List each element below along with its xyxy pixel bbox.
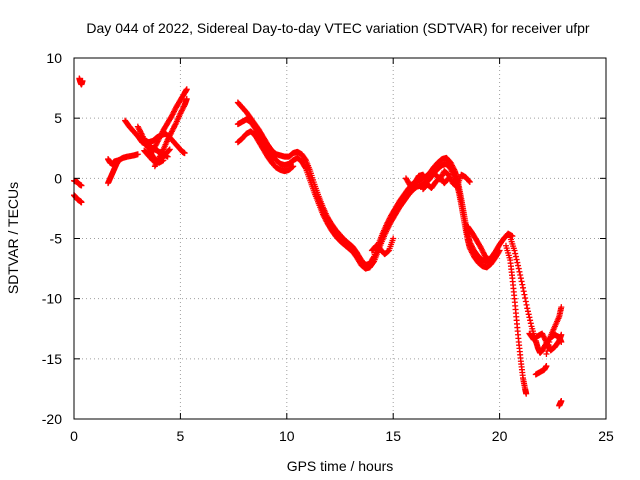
y-tick-label: -20 <box>42 411 62 427</box>
data-point <box>183 86 190 93</box>
data-point <box>543 351 550 358</box>
data-point <box>390 235 397 242</box>
data-point <box>526 314 533 321</box>
data-point <box>444 176 451 183</box>
data-point <box>527 320 534 327</box>
data-point <box>466 178 473 185</box>
data-point <box>523 390 530 397</box>
data-point <box>166 147 173 154</box>
data-point <box>290 163 297 170</box>
data-point <box>445 175 452 182</box>
data-point <box>520 284 527 291</box>
data-points <box>71 75 565 409</box>
data-point <box>544 348 551 355</box>
data-point <box>485 257 492 264</box>
data-point <box>522 295 529 302</box>
data-point <box>546 338 553 345</box>
data-point <box>527 317 534 324</box>
data-point <box>181 150 188 157</box>
data-point <box>543 363 550 370</box>
data-point <box>525 311 532 318</box>
data-point <box>511 247 518 254</box>
data-point <box>496 247 503 254</box>
data-point <box>78 199 85 206</box>
data-point <box>544 345 551 352</box>
data-point <box>558 397 565 404</box>
data-point <box>516 268 523 275</box>
data-point <box>78 182 85 189</box>
x-axis-label: GPS time / hours <box>287 458 394 474</box>
data-point <box>495 248 502 255</box>
data-point <box>517 275 524 282</box>
data-point <box>515 262 522 269</box>
y-tick-label: 0 <box>54 170 62 186</box>
data-point <box>546 335 553 342</box>
axis-ticks <box>73 57 607 420</box>
data-point <box>558 331 565 338</box>
data-point <box>518 278 525 285</box>
data-point <box>485 256 492 263</box>
data-point <box>523 301 530 308</box>
data-point <box>79 77 86 84</box>
data-point <box>524 305 531 312</box>
y-tick-label: -15 <box>42 351 62 367</box>
data-point <box>520 288 527 295</box>
x-tick-labels: 0 5 10 15 20 25 <box>70 428 614 444</box>
y-tick-label: -10 <box>42 291 62 307</box>
x-tick-label: 5 <box>177 428 185 444</box>
y-tick-labels: -20 -15 -10 -5 0 5 10 <box>42 50 62 427</box>
data-point <box>515 265 522 272</box>
x-tick-label: 15 <box>385 428 401 444</box>
data-point <box>115 157 122 164</box>
y-tick-label: 10 <box>46 50 62 66</box>
data-point <box>183 95 190 102</box>
data-point <box>134 151 141 158</box>
x-tick-label: 0 <box>70 428 78 444</box>
x-tick-label: 10 <box>279 428 295 444</box>
data-point <box>512 250 519 257</box>
data-point <box>166 146 173 153</box>
data-point <box>521 291 528 298</box>
data-point <box>558 304 565 311</box>
y-axis-label: SDTVAR / TECUs <box>5 182 21 294</box>
data-point <box>302 164 309 171</box>
data-point <box>517 272 524 279</box>
x-tick-label: 20 <box>492 428 508 444</box>
data-point <box>524 308 531 315</box>
data-point <box>522 298 529 305</box>
data-point <box>519 281 526 288</box>
y-tick-label: 5 <box>54 110 62 126</box>
y-tick-label: -5 <box>50 231 63 247</box>
data-point <box>545 341 552 348</box>
chart-title: Day 044 of 2022, Sidereal Day-to-day VTE… <box>86 20 590 36</box>
x-tick-label: 25 <box>598 428 614 444</box>
data-point <box>513 256 520 263</box>
data-point <box>512 253 519 260</box>
data-point <box>466 178 473 185</box>
data-point <box>514 259 521 266</box>
